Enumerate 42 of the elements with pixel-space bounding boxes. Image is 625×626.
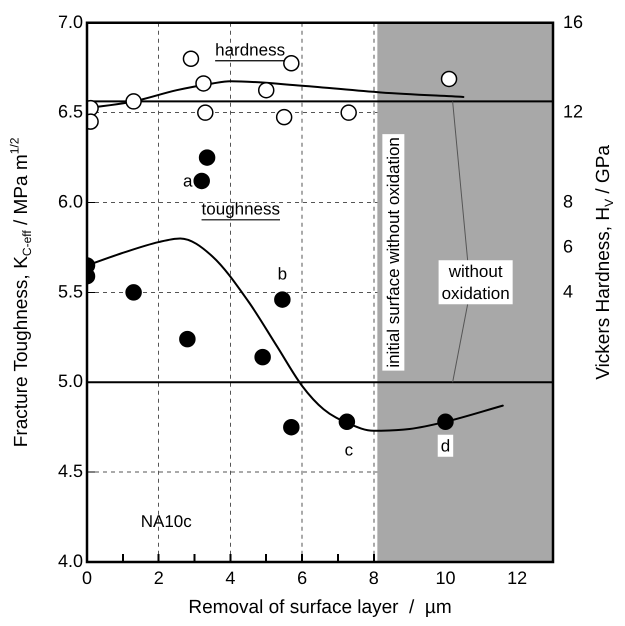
annotation: NA10c	[140, 512, 192, 532]
point	[283, 418, 300, 436]
point	[179, 330, 196, 348]
annotation: a	[182, 172, 193, 191]
point	[274, 291, 291, 308]
annotation: b	[278, 264, 288, 284]
point	[440, 70, 458, 88]
annotation: d	[440, 436, 450, 456]
x-tick-label: 10	[435, 568, 456, 588]
band-label: initial surface without oxidation	[384, 137, 404, 368]
y2-tick-label: 4	[563, 281, 574, 302]
point	[338, 414, 356, 430]
y2-tick-label: 16	[563, 12, 584, 32]
x-tick-label: 2	[154, 568, 164, 588]
x-tick-label: 4	[225, 568, 236, 588]
y-tick-label: 5.0	[58, 371, 83, 392]
y-tick-label: 7.0	[58, 12, 83, 32]
y2-tick-label: 6	[563, 236, 574, 256]
y-tick-label: 6.0	[58, 192, 83, 212]
x-tick-label: 6	[297, 568, 308, 588]
point	[125, 284, 142, 301]
y-axis-title: Fracture Toughness, KC-eff / MPa m1/2	[8, 137, 34, 448]
y-tick-label: 4.5	[58, 461, 83, 482]
x-tick-label: 12	[507, 568, 528, 588]
x-tick-label: 8	[368, 568, 379, 588]
y-tick-label: 5.5	[58, 281, 83, 302]
x-axis-title: Removal of surface layer / µm	[188, 597, 452, 618]
point	[193, 172, 210, 190]
point	[198, 149, 216, 166]
annotation: without oxidation	[442, 262, 510, 303]
y2-axis-title: Vickers Hardness, HV / GPa	[593, 144, 616, 380]
point	[437, 414, 454, 430]
y-tick-label: 6.5	[58, 102, 83, 122]
point	[125, 93, 142, 110]
y2-tick-label: 8	[563, 192, 574, 212]
annotation: toughness	[202, 200, 280, 219]
y-tick-label: 4.0	[58, 550, 83, 571]
point	[254, 348, 271, 366]
annotation: c	[344, 440, 354, 460]
y2-tick-label: 12	[563, 102, 584, 122]
x-tick-label: 0	[82, 568, 92, 588]
annotation: hardness	[215, 40, 286, 60]
